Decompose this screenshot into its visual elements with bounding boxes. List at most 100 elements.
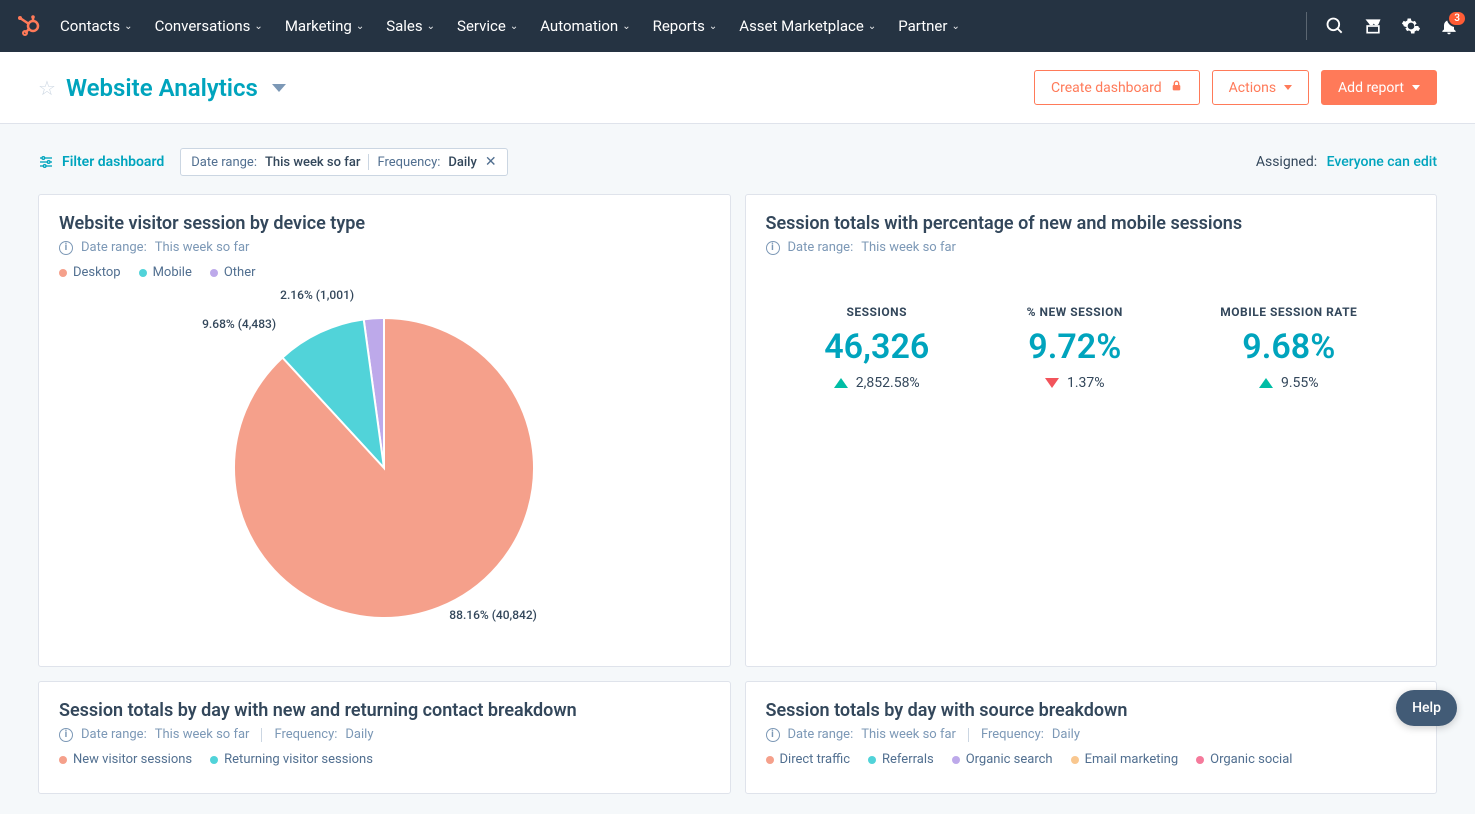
- pie-label-desktop: 88.16% (40,842): [449, 608, 537, 622]
- legend-dot: [766, 756, 774, 764]
- page-header: ☆ Website Analytics Create dashboard Act…: [0, 52, 1475, 124]
- legend-dot: [59, 756, 67, 764]
- nav-conversations[interactable]: Conversations⌄: [155, 17, 263, 35]
- actions-label: Actions: [1229, 80, 1276, 96]
- pie-chart: 88.16% (40,842) 9.68% (4,483) 2.16% (1,0…: [59, 288, 710, 648]
- card-title: Session totals by day with source breakd…: [766, 700, 1417, 721]
- nav-reports[interactable]: Reports⌄: [653, 17, 718, 35]
- nav-divider: [1306, 12, 1307, 40]
- lock-icon: [1170, 79, 1183, 96]
- kpi-delta: 1.37%: [1027, 375, 1123, 391]
- card-title: Website visitor session by device type: [59, 213, 710, 234]
- meta-date-range-label: Date range:: [81, 240, 147, 255]
- legend-item: Mobile: [139, 265, 192, 280]
- nav-service[interactable]: Service⌄: [457, 17, 518, 35]
- meta-date-range-label: Date range:: [81, 727, 147, 742]
- meta-frequency-value: Daily: [1052, 727, 1080, 742]
- card-meta: i Date range: This week so far Frequency…: [766, 727, 1417, 742]
- legend: New visitor sessions Returning visitor se…: [59, 752, 710, 767]
- assigned-link[interactable]: Everyone can edit: [1327, 154, 1437, 170]
- meta-date-range-value: This week so far: [861, 240, 956, 255]
- search-icon[interactable]: [1325, 16, 1345, 36]
- info-icon[interactable]: i: [59, 728, 73, 742]
- kpi-label: % NEW SESSION: [1027, 305, 1123, 319]
- pie-label-other: 2.16% (1,001): [280, 288, 354, 302]
- title-wrap: ☆ Website Analytics: [38, 74, 286, 102]
- meta-date-range-label: Date range:: [788, 240, 854, 255]
- hubspot-logo[interactable]: [16, 14, 40, 38]
- chip-frequency-value: Daily: [448, 155, 477, 170]
- actions-button[interactable]: Actions: [1212, 70, 1309, 105]
- nav-marketing[interactable]: Marketing⌄: [285, 17, 364, 35]
- legend-item: Direct traffic: [766, 752, 851, 767]
- info-icon[interactable]: i: [59, 241, 73, 255]
- create-dashboard-label: Create dashboard: [1051, 80, 1162, 96]
- filter-chip[interactable]: Date range: This week so far Frequency: …: [180, 148, 507, 176]
- meta-separator: [261, 728, 262, 742]
- kpi-delta: 9.55%: [1220, 375, 1357, 391]
- filter-dashboard-link[interactable]: Filter dashboard: [38, 154, 164, 170]
- kpi-value: 9.68%: [1220, 327, 1357, 367]
- assigned-label: Assigned:: [1256, 154, 1317, 170]
- kpi-row: SESSIONS 46,326 2,852.58% % NEW SESSION …: [766, 265, 1417, 411]
- kpi-new-session: % NEW SESSION 9.72% 1.37%: [1027, 305, 1123, 391]
- legend-dot: [952, 756, 960, 764]
- meta-separator: [968, 728, 969, 742]
- filter-dashboard-label: Filter dashboard: [62, 154, 164, 170]
- nav-asset-marketplace[interactable]: Asset Marketplace⌄: [739, 17, 876, 35]
- card-session-totals: Session totals with percentage of new an…: [745, 194, 1438, 667]
- card-sessions-by-day-contact: Session totals by day with new and retur…: [38, 681, 731, 794]
- nav-sales[interactable]: Sales⌄: [386, 17, 435, 35]
- top-nav: Contacts⌄ Conversations⌄ Marketing⌄ Sale…: [0, 0, 1475, 52]
- page-title-dropdown[interactable]: Website Analytics: [66, 74, 286, 102]
- kpi-value: 9.72%: [1027, 327, 1123, 367]
- card-title: Session totals by day with new and retur…: [59, 700, 710, 721]
- legend-item: Returning visitor sessions: [210, 752, 373, 767]
- nav-contacts[interactable]: Contacts⌄: [60, 17, 133, 35]
- add-report-label: Add report: [1338, 80, 1404, 96]
- info-icon[interactable]: i: [766, 728, 780, 742]
- create-dashboard-button[interactable]: Create dashboard: [1034, 70, 1200, 105]
- nav-partner[interactable]: Partner⌄: [898, 17, 960, 35]
- legend-dot: [210, 269, 218, 277]
- meta-frequency-label: Frequency:: [981, 727, 1044, 742]
- legend-dot: [868, 756, 876, 764]
- help-button[interactable]: Help: [1396, 690, 1457, 726]
- settings-icon[interactable]: [1401, 16, 1421, 36]
- legend: Direct trafficReferralsOrganic searchEma…: [766, 752, 1417, 767]
- page-title-text: Website Analytics: [66, 74, 258, 102]
- legend-dot: [1196, 756, 1204, 764]
- meta-frequency-value: Daily: [345, 727, 373, 742]
- card-meta: i Date range: This week so far: [766, 240, 1417, 255]
- notifications-icon[interactable]: 3: [1439, 16, 1459, 36]
- kpi-sessions: SESSIONS 46,326 2,852.58%: [824, 305, 929, 391]
- chip-date-range-label: Date range:: [191, 155, 257, 170]
- legend-item: Organic social: [1196, 752, 1292, 767]
- add-report-button[interactable]: Add report: [1321, 70, 1437, 105]
- card-meta: i Date range: This week so far: [59, 240, 710, 255]
- legend-dot: [210, 756, 218, 764]
- kpi-delta: 2,852.58%: [824, 375, 929, 391]
- favorite-star-icon[interactable]: ☆: [38, 76, 56, 100]
- meta-date-range-value: This week so far: [861, 727, 956, 742]
- arrow-up-icon: [834, 378, 848, 388]
- header-actions: Create dashboard Actions Add report: [1034, 70, 1437, 105]
- chip-remove-icon[interactable]: ✕: [485, 154, 497, 170]
- legend-item: Desktop: [59, 265, 121, 280]
- chip-frequency-label: Frequency:: [377, 155, 440, 170]
- meta-date-range-value: This week so far: [155, 727, 250, 742]
- nav-items: Contacts⌄ Conversations⌄ Marketing⌄ Sale…: [60, 17, 1306, 35]
- legend-item: New visitor sessions: [59, 752, 192, 767]
- filter-left: Filter dashboard Date range: This week s…: [38, 148, 508, 176]
- nav-automation[interactable]: Automation⌄: [540, 17, 630, 35]
- card-sessions-by-day-source: Session totals by day with source breakd…: [745, 681, 1438, 794]
- legend-dot: [139, 269, 147, 277]
- chevron-down-icon: [1412, 85, 1420, 90]
- kpi-mobile-rate: MOBILE SESSION RATE 9.68% 9.55%: [1220, 305, 1357, 391]
- card-meta: i Date range: This week so far Frequency…: [59, 727, 710, 742]
- kpi-value: 46,326: [824, 327, 929, 367]
- legend-dot: [59, 269, 67, 277]
- pie-label-mobile: 9.68% (4,483): [202, 317, 276, 331]
- marketplace-icon[interactable]: [1363, 16, 1383, 36]
- info-icon[interactable]: i: [766, 241, 780, 255]
